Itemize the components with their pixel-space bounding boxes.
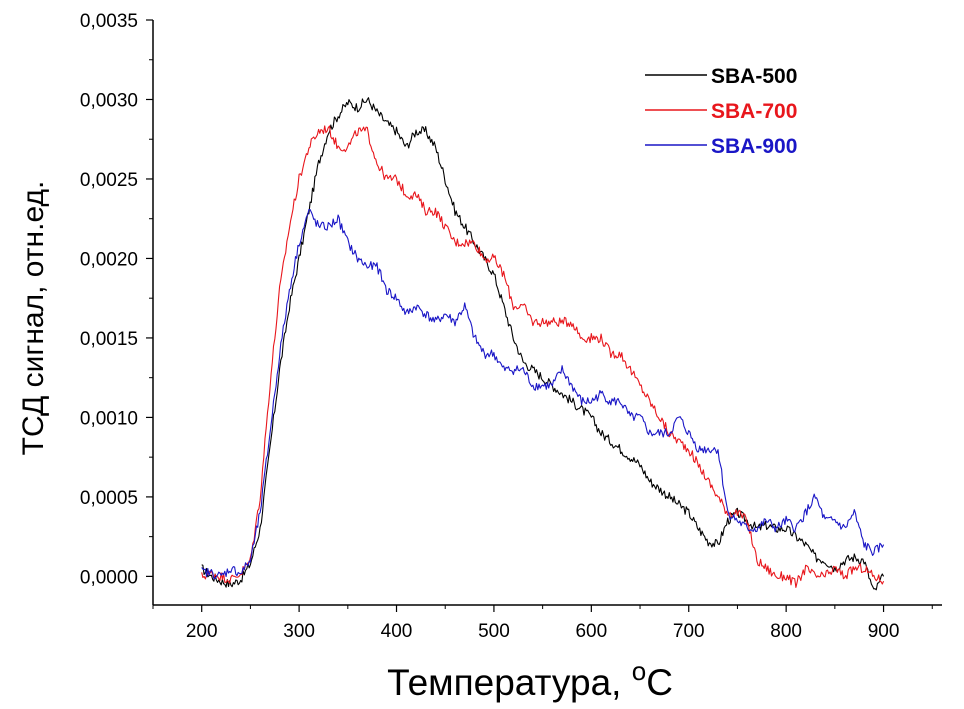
y-tick-label: 0,0030	[80, 90, 138, 111]
x-tick-label: 300	[283, 621, 315, 642]
legend: SBA-500 SBA-700 SBA-900	[645, 65, 797, 158]
y-tick-label: 0,0035	[80, 11, 138, 32]
series-line-sba-700	[201, 125, 885, 588]
x-tick-label: 700	[673, 621, 705, 642]
x-tick-label: 600	[575, 621, 607, 642]
x-axis-title-text: Температура,	[387, 662, 632, 703]
series-line-sba-900	[201, 209, 885, 580]
legend-label-sba-700: SBA-700	[711, 100, 797, 123]
y-axis-title: ТСД сигнал, отн.ед.	[17, 181, 50, 456]
y-axis-ticks: 0,0000 0,0005 0,0010 0,0015 0,0020 0,0025 0,00…	[80, 11, 153, 588]
y-tick-label: 0,0015	[80, 329, 138, 350]
y-tick-label: 0,0010	[80, 408, 138, 429]
x-axis-title: Температура, oC	[387, 656, 673, 703]
x-tick-label: 500	[478, 621, 510, 642]
x-axis-title-superscript: o	[632, 656, 646, 686]
x-tick-label: 400	[381, 621, 413, 642]
x-tick-label: 200	[186, 621, 218, 642]
x-axis-title-unit: C	[646, 662, 673, 703]
x-tick-label: 900	[868, 621, 900, 642]
legend-label-sba-900: SBA-900	[711, 135, 797, 158]
series-line-sba-500	[201, 97, 885, 591]
x-tick-label: 800	[770, 621, 802, 642]
legend-label-sba-500: SBA-500	[711, 65, 797, 88]
y-tick-label: 0,0020	[80, 249, 138, 270]
series-layer	[201, 97, 885, 591]
y-tick-label: 0,0000	[80, 567, 138, 588]
x-axis-ticks: 200 300 400 500 600 700 800 900	[152, 605, 933, 642]
y-tick-label: 0,0025	[80, 170, 138, 191]
y-tick-label: 0,0005	[80, 488, 138, 509]
